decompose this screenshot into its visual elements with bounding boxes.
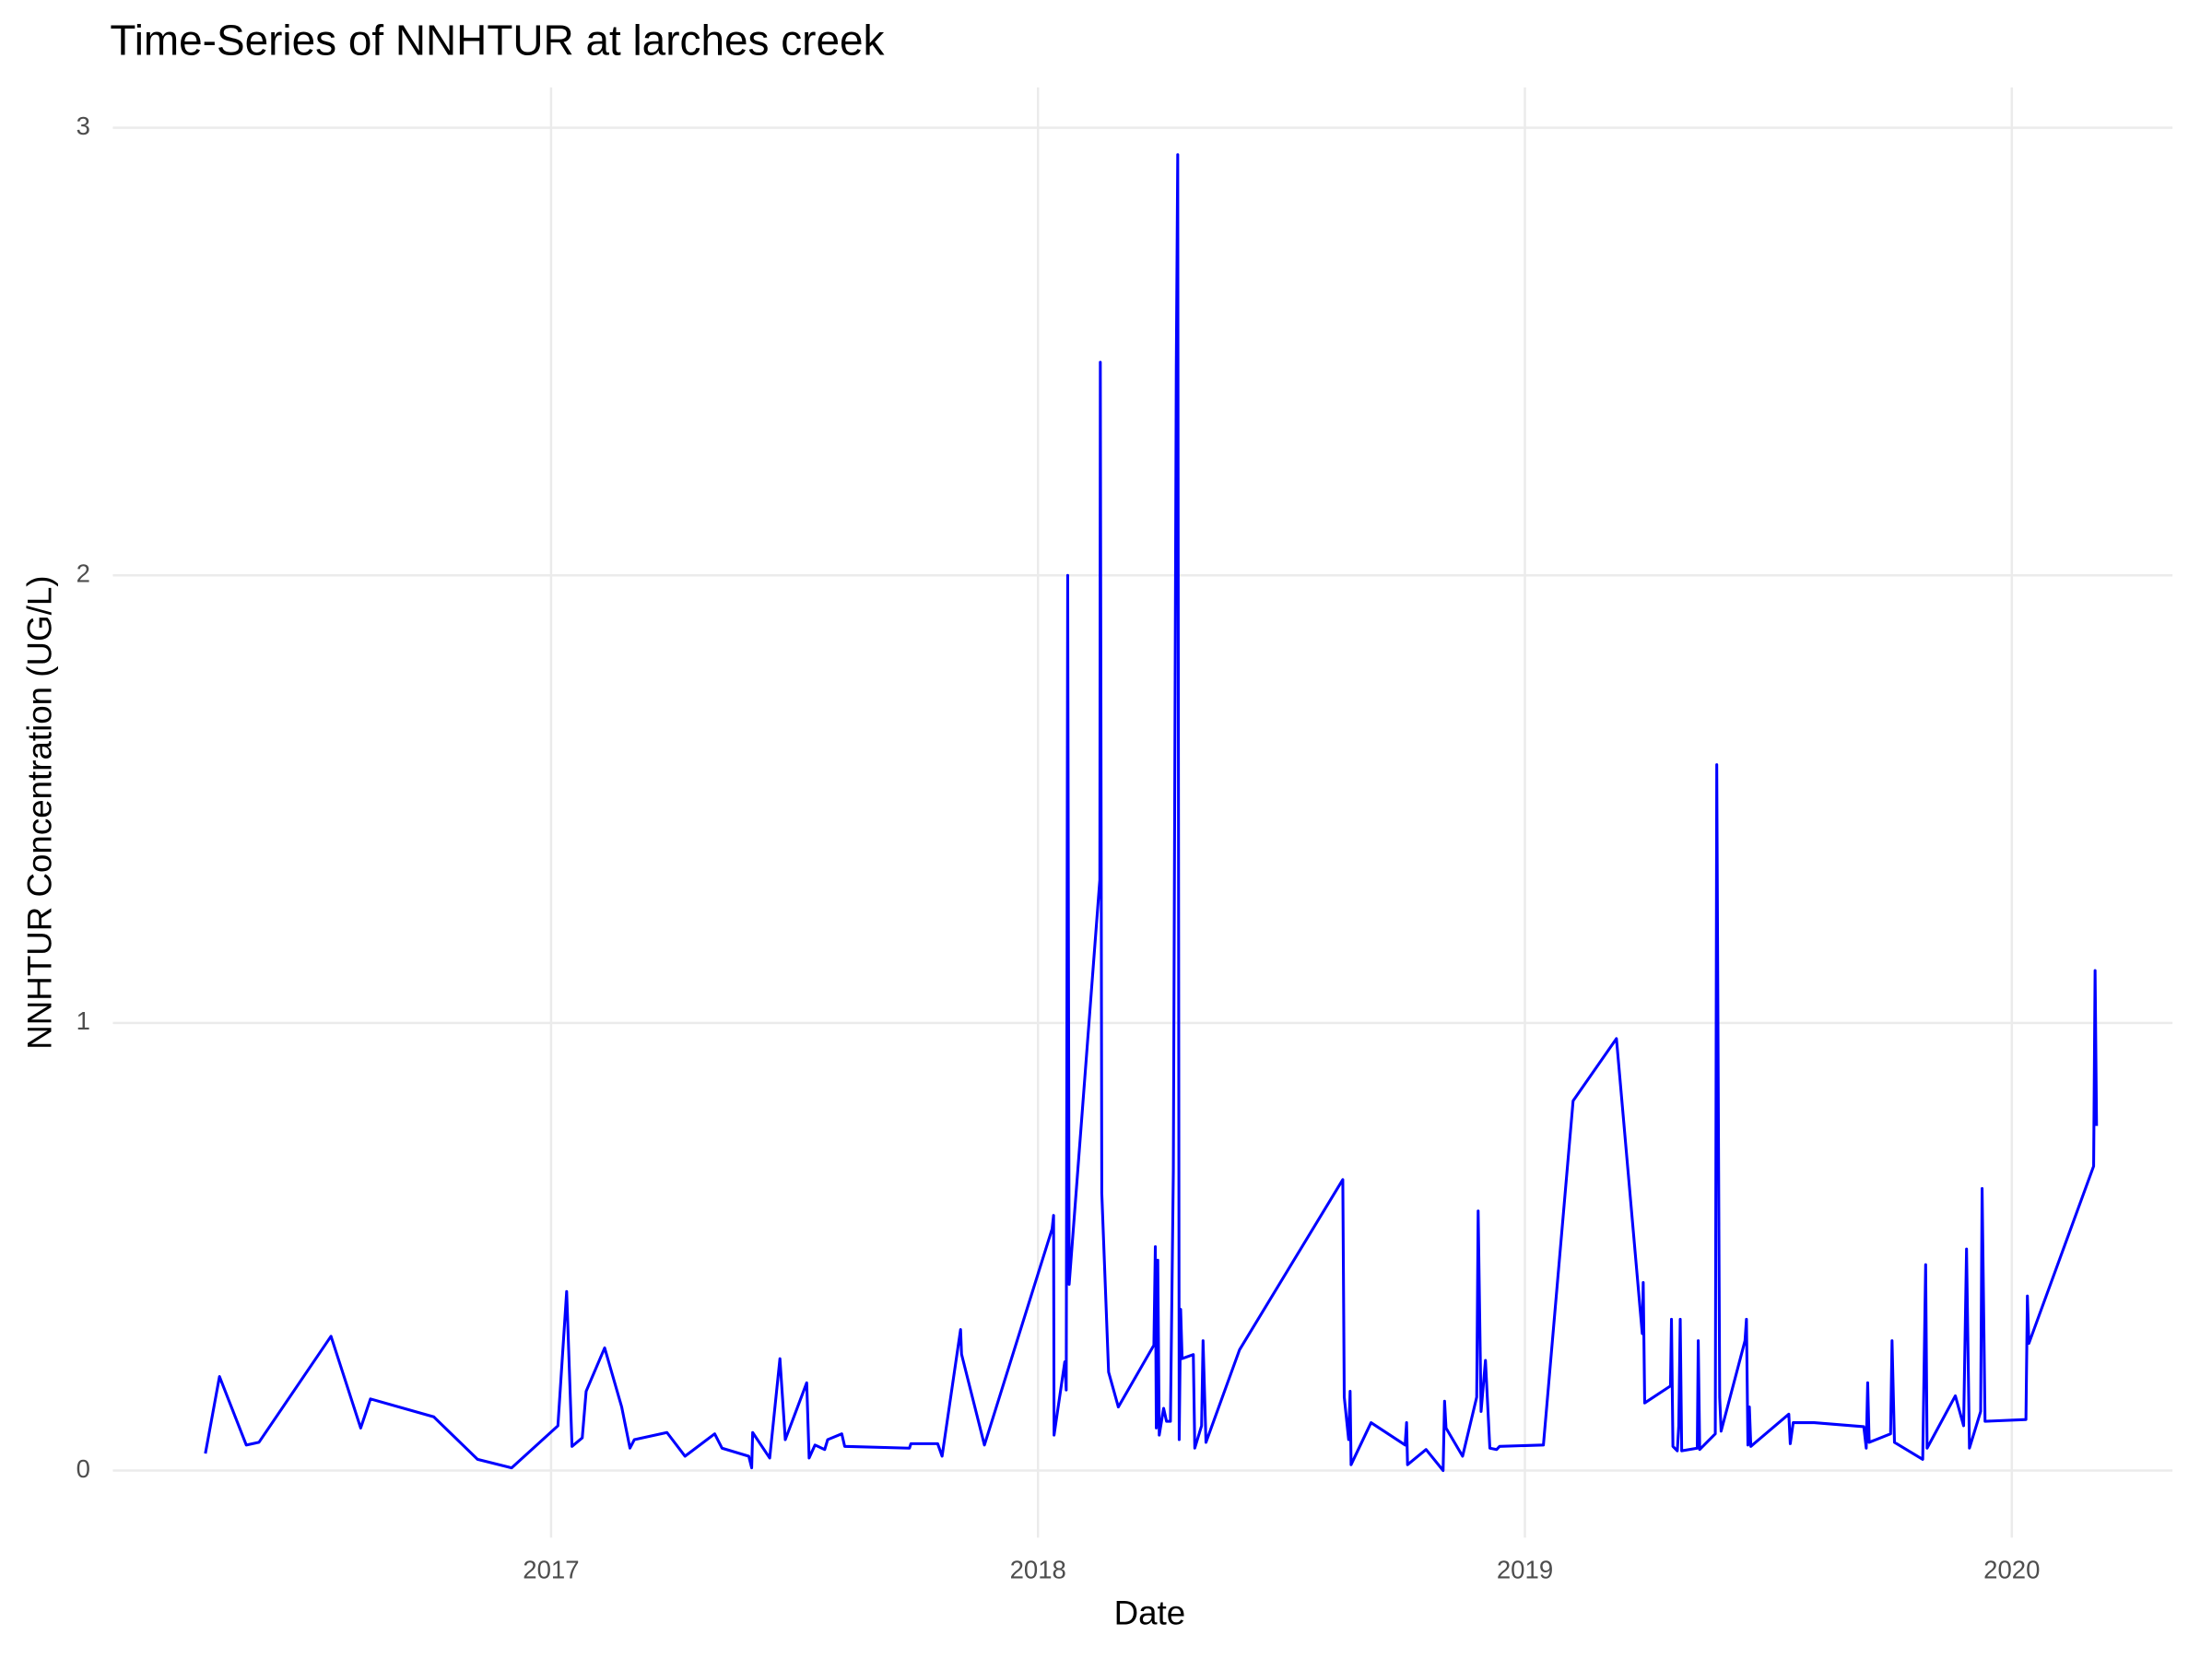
y-tick-label: 1	[76, 1006, 90, 1035]
x-tick-label: 2018	[1010, 1555, 1066, 1583]
y-tick-label: 0	[76, 1454, 90, 1483]
x-tick-label: 2017	[523, 1555, 579, 1583]
data-line	[204, 153, 2099, 1473]
x-tick-label: 2019	[1497, 1555, 1553, 1583]
plot	[204, 153, 2099, 1473]
x-axis-title: Date	[1114, 1594, 1186, 1631]
y-tick-label: 3	[76, 112, 90, 140]
chart-title: Time-Series of NNHTUR at larches creek	[110, 17, 885, 65]
grid: 0 1 2 3 2017 2018 2019 2020	[76, 87, 2173, 1583]
y-tick-label: 2	[76, 559, 90, 588]
x-tick-label: 2020	[1983, 1555, 2040, 1583]
y-axis-title: NNHTUR Concentration (UG/L)	[21, 576, 59, 1050]
